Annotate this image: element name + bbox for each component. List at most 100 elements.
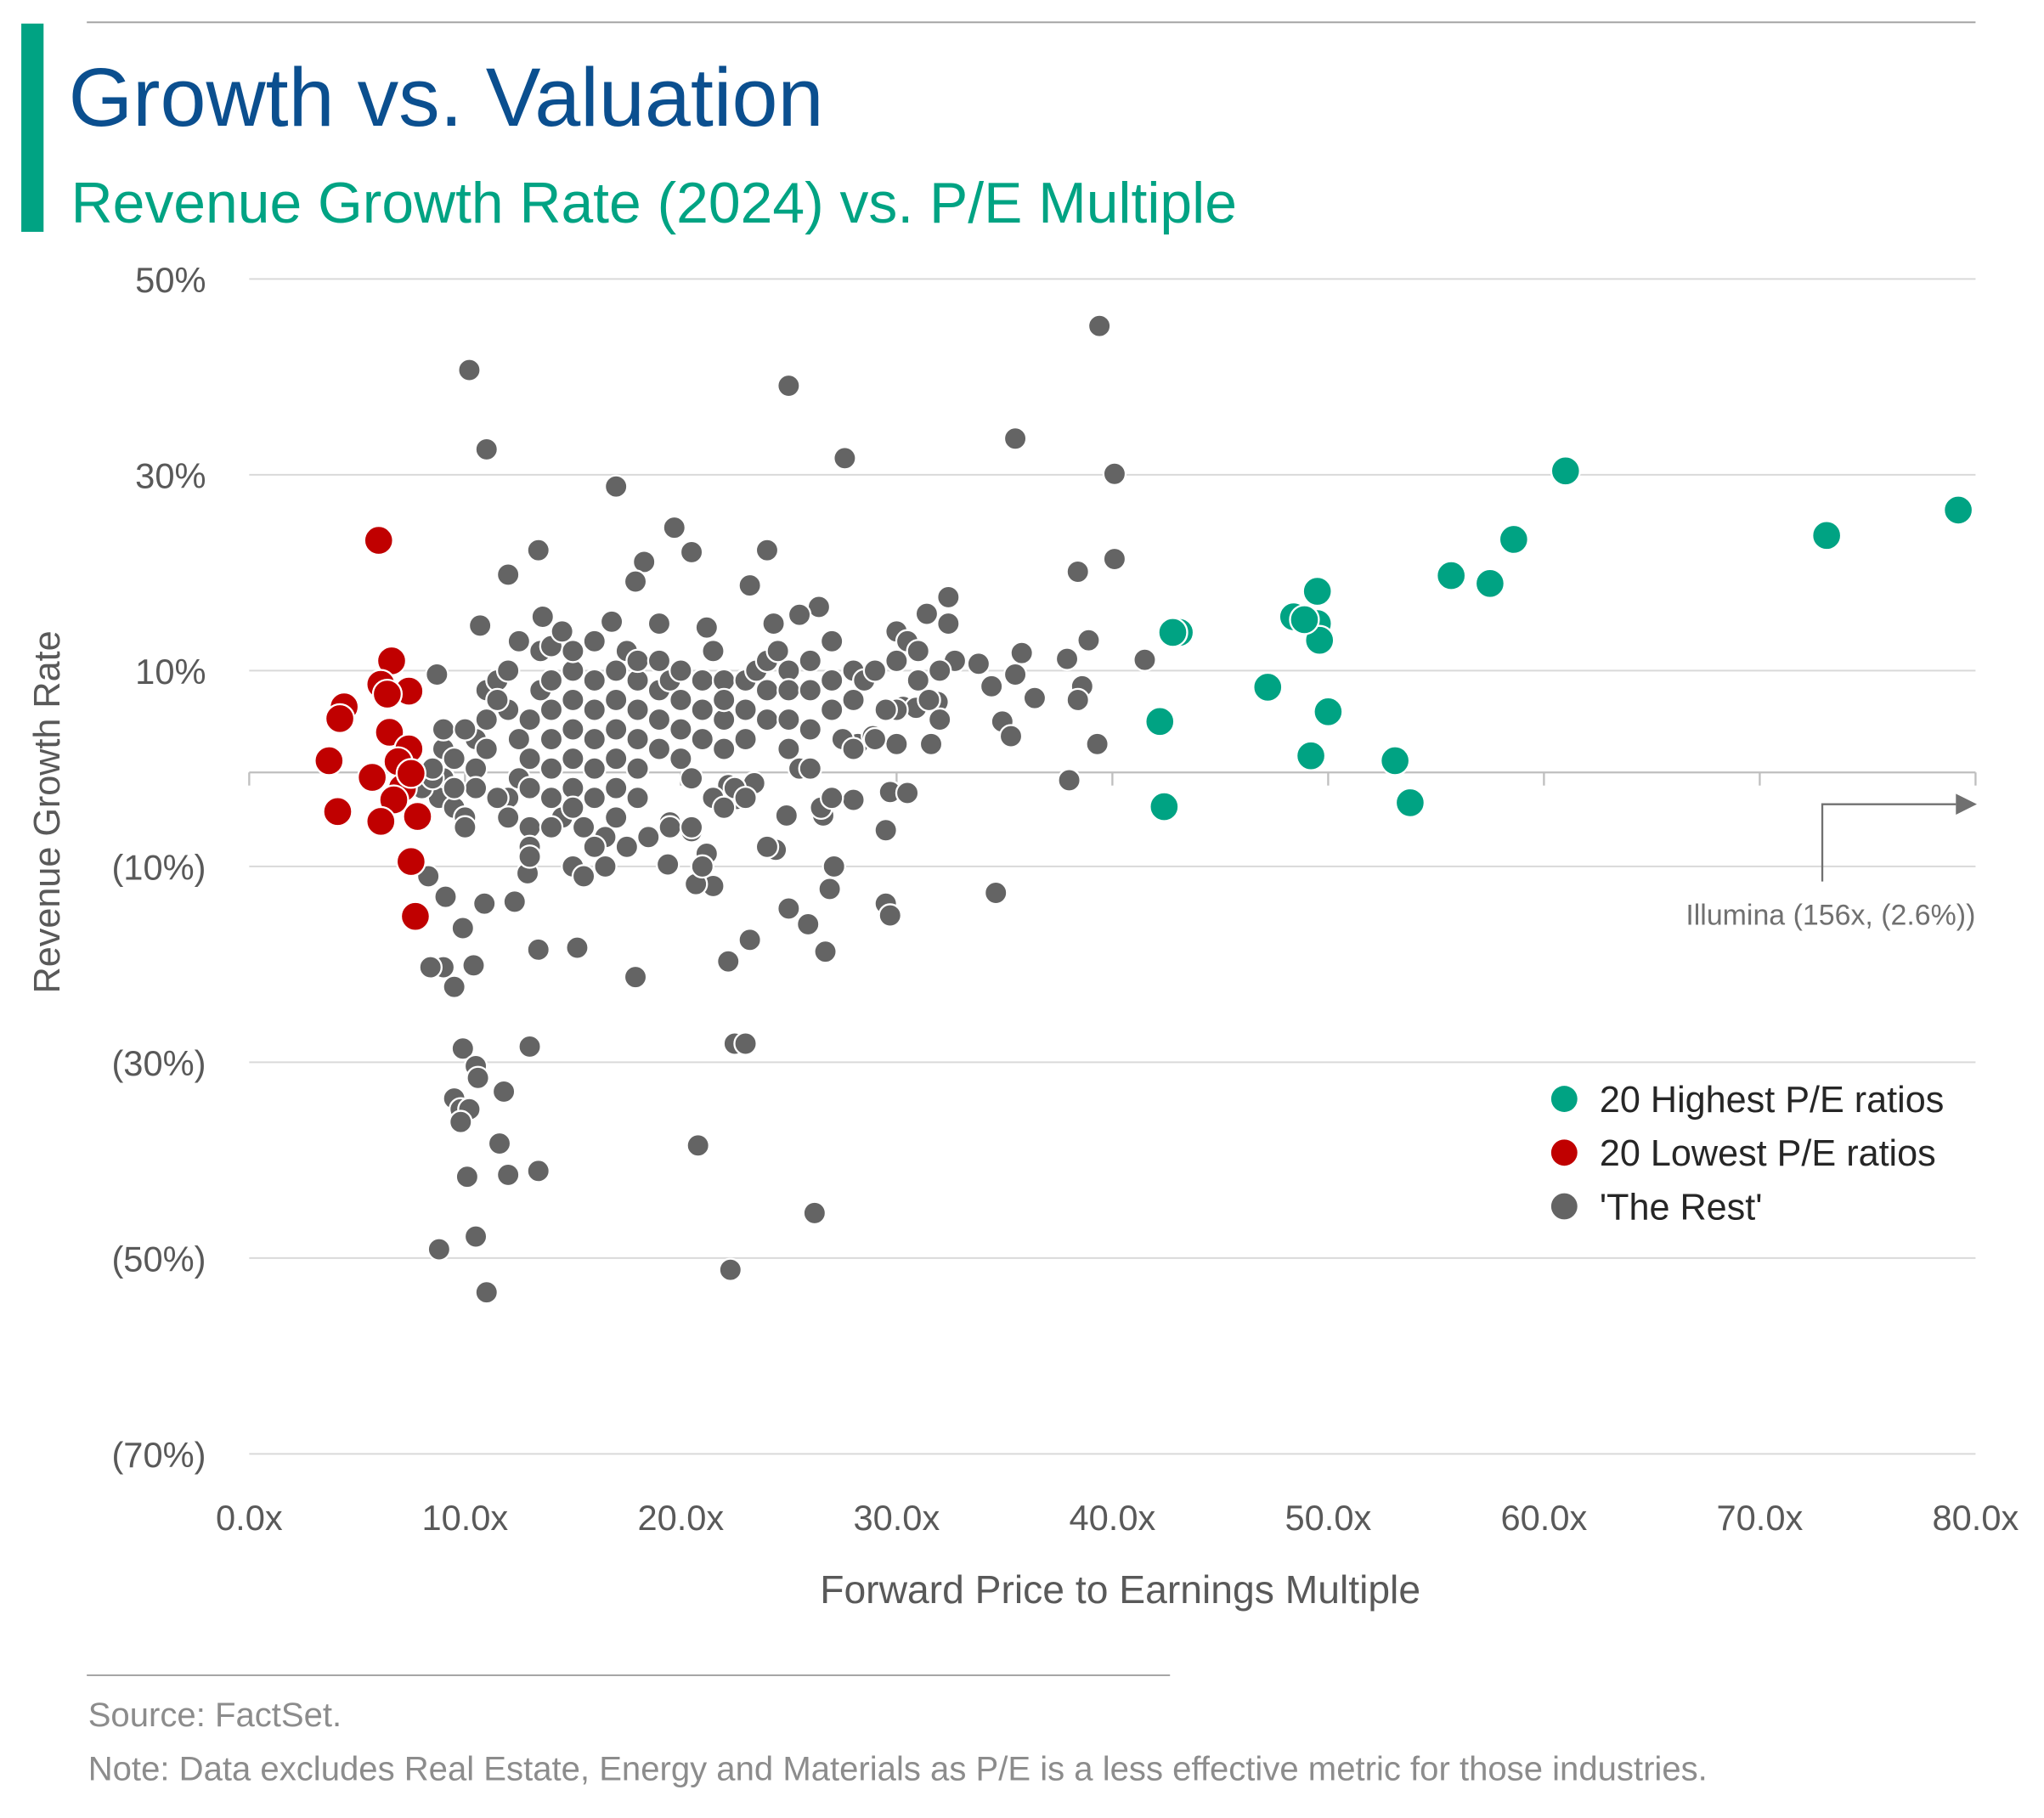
data-point xyxy=(655,852,680,877)
data-point xyxy=(561,717,585,742)
data-point xyxy=(862,658,888,683)
data-point xyxy=(467,613,493,638)
data-point xyxy=(526,1159,551,1183)
data-point xyxy=(983,880,1008,906)
data-point xyxy=(798,648,823,674)
series-highest xyxy=(1144,455,1974,822)
data-point xyxy=(450,1036,476,1061)
data-point xyxy=(936,584,961,610)
data-point xyxy=(582,785,607,810)
data-point xyxy=(582,756,607,781)
data-point xyxy=(701,639,726,663)
data-point xyxy=(841,788,866,812)
data-point xyxy=(906,639,931,663)
data-point xyxy=(485,687,510,713)
data-point xyxy=(754,678,780,703)
data-point xyxy=(530,604,556,630)
x-tick-label: 80.0x xyxy=(1933,1498,2019,1538)
data-point xyxy=(1252,671,1284,703)
data-point xyxy=(737,573,762,598)
data-point xyxy=(582,834,607,860)
data-point xyxy=(669,687,693,713)
data-point xyxy=(1498,523,1529,556)
x-axis-label: Forward Price to Earnings Multiple xyxy=(820,1567,1420,1612)
legend-marker xyxy=(1550,1193,1578,1220)
y-tick-label: 10% xyxy=(135,652,206,692)
data-point xyxy=(798,678,823,703)
y-tick-labels: 50% 30% 10% (10%) (30%) (50%) (70%) xyxy=(111,260,206,1475)
data-point xyxy=(833,446,857,471)
data-point xyxy=(603,746,629,771)
data-point xyxy=(1057,768,1081,793)
data-point xyxy=(474,437,500,462)
data-point xyxy=(754,707,780,732)
data-point xyxy=(474,707,500,732)
data-point xyxy=(895,781,920,805)
legend-marker xyxy=(1550,1139,1578,1166)
data-point xyxy=(449,1109,473,1134)
data-point xyxy=(625,697,650,722)
legend-label: 'The Rest' xyxy=(1600,1187,1763,1228)
data-point xyxy=(733,726,758,752)
data-point xyxy=(647,648,672,674)
data-point xyxy=(322,796,353,827)
data-point xyxy=(324,703,356,734)
x-tick-label: 30.0x xyxy=(853,1498,940,1538)
data-point xyxy=(539,785,564,810)
data-point xyxy=(636,825,661,850)
data-point xyxy=(625,726,650,752)
data-point xyxy=(690,854,715,879)
y-axis-label: Revenue Growth Rate xyxy=(27,630,68,993)
data-point xyxy=(819,785,844,810)
data-point xyxy=(798,717,823,742)
data-point xyxy=(603,805,629,830)
data-point xyxy=(718,1257,743,1282)
y-tick-label: (50%) xyxy=(111,1239,206,1279)
data-point xyxy=(694,615,720,640)
data-point xyxy=(776,737,801,761)
data-point xyxy=(754,834,780,860)
data-point xyxy=(457,358,482,382)
data-point xyxy=(491,1079,517,1104)
data-point xyxy=(966,652,991,676)
data-point xyxy=(425,662,449,687)
data-point xyxy=(711,687,737,713)
x-tick-label: 40.0x xyxy=(1069,1498,1155,1538)
data-point xyxy=(313,745,345,776)
data-point xyxy=(374,716,405,748)
data-point xyxy=(1394,787,1426,819)
data-point xyxy=(582,726,607,752)
data-point xyxy=(582,668,607,693)
data-point xyxy=(819,697,844,722)
data-point xyxy=(539,815,564,840)
data-point xyxy=(1054,646,1080,671)
data-point xyxy=(603,687,629,713)
gridlines xyxy=(249,278,1976,1455)
data-point xyxy=(625,756,650,781)
data-point xyxy=(517,746,542,771)
legend-label: 20 Lowest P/E ratios xyxy=(1600,1133,1936,1174)
annotation-arrow-line xyxy=(1821,803,1956,882)
data-point xyxy=(442,974,466,999)
data-point xyxy=(395,846,426,878)
data-point xyxy=(1002,662,1028,687)
data-point xyxy=(365,805,397,837)
data-point xyxy=(862,726,888,752)
data-point xyxy=(873,817,898,843)
legend: 20 Highest P/E ratios 20 Lowest P/E ratio… xyxy=(1550,1080,1944,1228)
data-point xyxy=(582,697,607,722)
y-tick-label: (10%) xyxy=(111,847,206,887)
data-point xyxy=(506,726,532,752)
data-point xyxy=(1149,791,1180,822)
page-title: Growth vs. Valuation xyxy=(69,51,824,144)
data-point xyxy=(506,629,532,654)
data-point xyxy=(1289,604,1320,635)
data-point xyxy=(1076,628,1101,652)
data-point xyxy=(623,964,648,990)
data-point xyxy=(565,935,590,960)
data-point xyxy=(561,795,585,821)
illumina-annotation: Illumina (156x, (2.6%)) xyxy=(1685,793,1977,932)
data-point xyxy=(517,844,542,869)
data-point xyxy=(679,765,704,791)
